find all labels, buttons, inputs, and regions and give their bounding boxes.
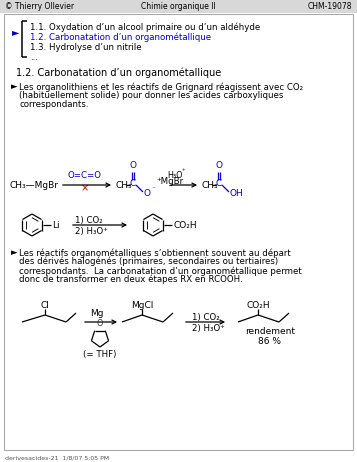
Text: MgCl: MgCl	[131, 302, 153, 310]
Text: H₃O: H₃O	[167, 170, 183, 180]
Text: ⁺: ⁺	[182, 169, 186, 175]
Text: CO₂H: CO₂H	[173, 220, 197, 230]
Text: 1.2. Carbonatation d’un organométallique: 1.2. Carbonatation d’un organométallique	[16, 68, 221, 79]
Text: Li: Li	[52, 220, 60, 230]
Text: O: O	[216, 162, 222, 170]
Text: C: C	[216, 178, 222, 188]
Text: CHM-19078: CHM-19078	[307, 2, 352, 11]
Text: O=C=O: O=C=O	[68, 170, 102, 180]
Text: CO₂H: CO₂H	[246, 302, 270, 310]
Text: C: C	[130, 178, 136, 188]
Text: 1.2. Carbonatation d’un organométallique: 1.2. Carbonatation d’un organométallique	[30, 33, 211, 43]
Text: Chimie organique II: Chimie organique II	[141, 2, 216, 11]
Text: ►: ►	[12, 27, 20, 37]
Bar	[0, 0, 357, 13]
Text: OH: OH	[230, 188, 244, 197]
Text: rendement
86 %: rendement 86 %	[245, 327, 295, 346]
Text: ⁻: ⁻	[151, 184, 155, 194]
Text: Cl: Cl	[41, 302, 49, 310]
Text: donc de transformer en deux étapes RX en RCOOH.: donc de transformer en deux étapes RX en…	[19, 275, 243, 285]
Text: (habituellement solide) pour donner les acides carboxyliques: (habituellement solide) pour donner les …	[19, 91, 283, 100]
Text: 2) H₃O⁺: 2) H₃O⁺	[75, 227, 108, 236]
Text: O: O	[130, 162, 136, 170]
Text: Les organolithiens et les réactifs de Grignard réagissent avec CO₂: Les organolithiens et les réactifs de Gr…	[19, 82, 303, 91]
Text: correspondants.  La carbonatation d’un organométallique permet: correspondants. La carbonatation d’un or…	[19, 266, 302, 275]
Text: O: O	[97, 320, 103, 328]
Text: ...: ...	[30, 53, 38, 62]
Text: CH₃—MgBr: CH₃—MgBr	[10, 181, 59, 189]
Text: O: O	[144, 188, 151, 197]
Text: ⁺MgBr: ⁺MgBr	[156, 176, 183, 186]
Text: 2) H₃O⁺: 2) H₃O⁺	[192, 324, 225, 333]
Text: derivesacides-21  1/8/07 5:05 PM: derivesacides-21 1/8/07 5:05 PM	[5, 456, 109, 461]
Text: © Thierry Ollevier: © Thierry Ollevier	[5, 2, 74, 11]
Text: 1) CO₂: 1) CO₂	[75, 216, 103, 225]
Text: correspondants.: correspondants.	[19, 100, 89, 109]
Text: 1.1. Oxydation d’un alcool primaire ou d’un aldéhyde: 1.1. Oxydation d’un alcool primaire ou d…	[30, 23, 260, 32]
Text: CH₃: CH₃	[116, 181, 132, 189]
Text: Les réactifs organométalliques s’obtiennent souvent au départ: Les réactifs organométalliques s’obtienn…	[19, 248, 291, 257]
Text: des dérivés halogénés (primaires, secondaires ou tertiaires): des dérivés halogénés (primaires, second…	[19, 257, 278, 267]
Text: ►: ►	[11, 248, 17, 257]
Text: Mg: Mg	[90, 309, 104, 317]
Text: 1.3. Hydrolyse d’un nitrile: 1.3. Hydrolyse d’un nitrile	[30, 43, 142, 52]
Text: 1) CO₂: 1) CO₂	[192, 313, 220, 322]
Text: ×: ×	[81, 183, 89, 193]
Text: ►: ►	[11, 82, 17, 91]
Text: CH₃: CH₃	[202, 181, 218, 189]
Text: (= THF): (= THF)	[83, 350, 117, 359]
